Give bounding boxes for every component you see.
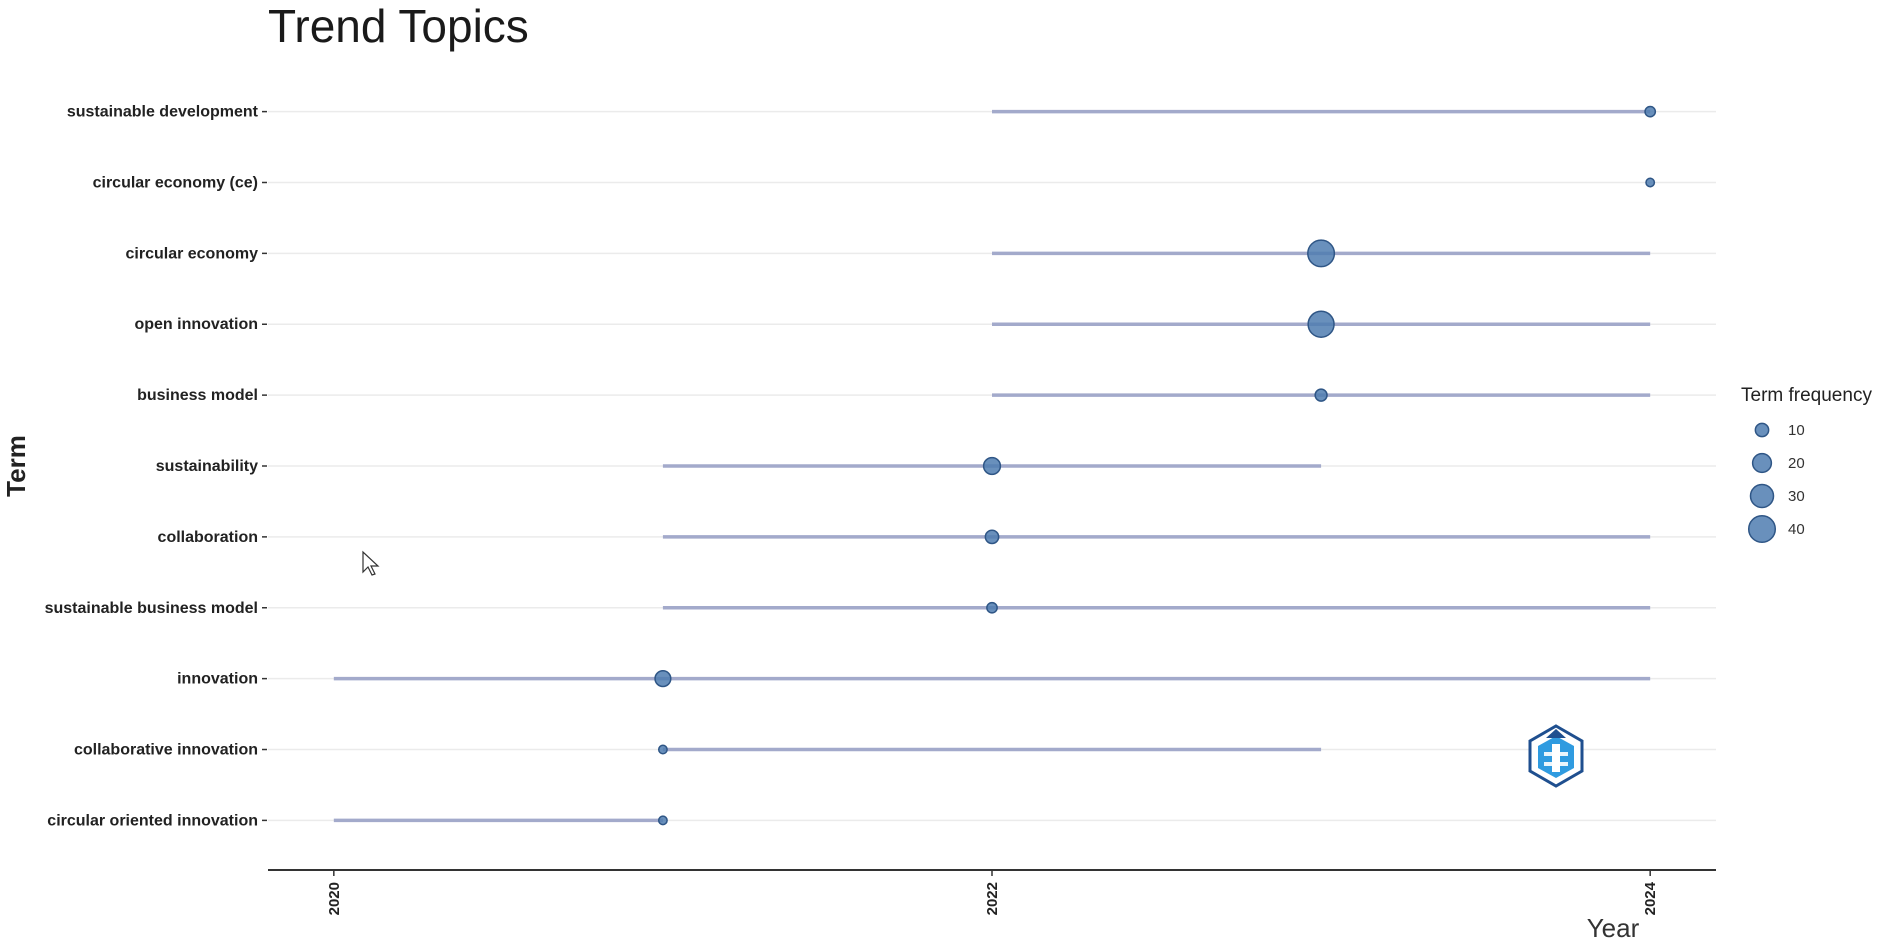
y-tick-label: open innovation — [134, 316, 258, 333]
mouse-cursor-icon — [362, 550, 380, 576]
x-axis: 2020 2022 2024 — [268, 869, 1716, 915]
y-tick-label: circular economy (ce) — [93, 174, 258, 191]
term-point — [984, 529, 1000, 545]
legend-key — [1751, 452, 1773, 474]
legend-key — [1754, 422, 1770, 438]
y-tick-label: sustainable business model — [45, 600, 258, 617]
y-tick-label: sustainability — [156, 458, 258, 475]
y-tick-label: sustainable development — [67, 104, 259, 121]
term-point — [1307, 310, 1335, 338]
y-tick-label: innovation — [177, 671, 258, 688]
y-tick-label: circular oriented innovation — [47, 812, 258, 829]
legend-label: 10 — [1788, 422, 1805, 439]
hexagon-logo-icon — [1528, 724, 1584, 788]
term-point — [1307, 239, 1336, 268]
legend-title: Term frequency — [1741, 385, 1872, 406]
x-axis-title: Year — [1587, 913, 1640, 943]
term-point — [1644, 105, 1657, 118]
x-tick-label: 2022 — [984, 882, 1001, 915]
term-point — [654, 670, 672, 688]
term-point — [1645, 177, 1656, 188]
y-tick-label: collaborative innovation — [74, 742, 258, 759]
term-point — [657, 744, 668, 755]
legend-key — [1749, 483, 1775, 509]
legend-label: 40 — [1788, 521, 1805, 538]
y-tick-label: circular economy — [126, 245, 259, 262]
legend-label: 30 — [1788, 488, 1805, 505]
x-tick-label: 2024 — [1642, 881, 1659, 915]
term-point — [657, 815, 668, 826]
y-tick-labels: sustainable development circular economy … — [45, 104, 267, 829]
legend-label: 20 — [1788, 455, 1805, 472]
y-tick-label: collaboration — [158, 529, 258, 546]
size-legend: Term frequency 10 20 30 40 — [1741, 385, 1872, 544]
term-point — [1314, 388, 1328, 402]
chart-title: Trend Topics — [268, 0, 529, 52]
term-point — [982, 456, 1002, 476]
y-axis-title: Term — [1, 435, 31, 497]
term-point — [986, 601, 998, 614]
x-tick-label: 2020 — [326, 882, 343, 915]
y-tick-label: business model — [137, 387, 258, 404]
legend-key — [1747, 514, 1777, 544]
term-points — [654, 105, 1657, 826]
